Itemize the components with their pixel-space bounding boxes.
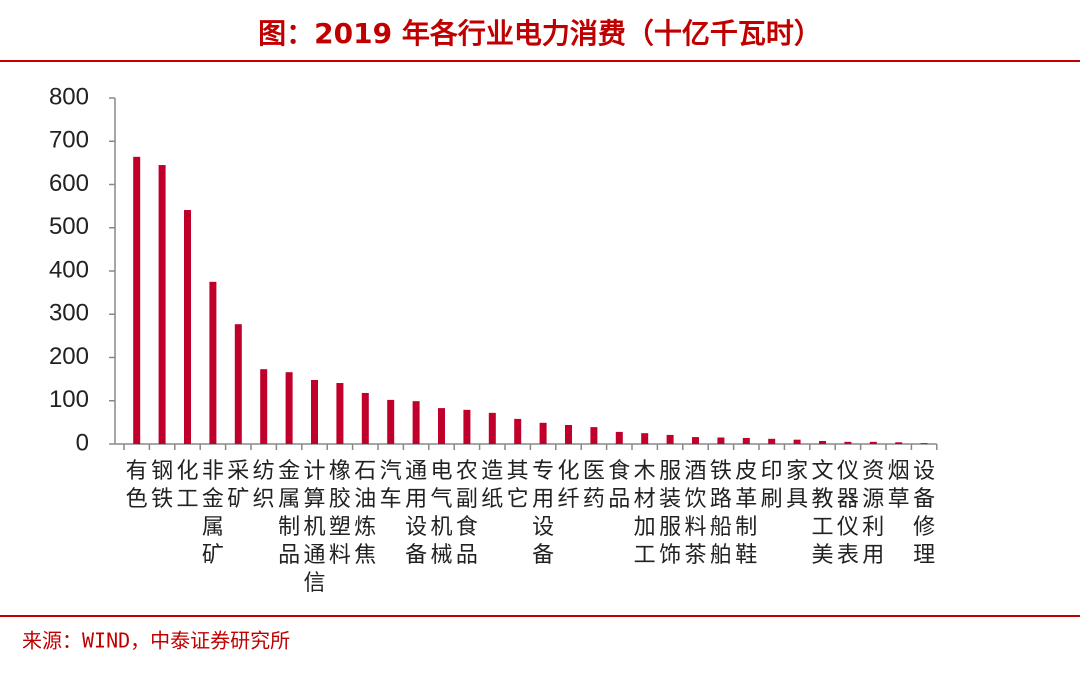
bar <box>793 439 801 444</box>
bar <box>768 438 776 444</box>
x-tick-label: 食品 <box>608 459 631 512</box>
x-tick-label: 橡胶塑料 <box>328 459 351 568</box>
bar <box>209 281 217 444</box>
x-tick-label: 汽车 <box>379 459 402 512</box>
y-tick-label: 500 <box>49 213 89 240</box>
chart-title: 图：2019 年各行业电力消费（十亿千瓦时） <box>258 17 822 50</box>
y-tick-label: 0 <box>76 429 89 456</box>
bar <box>361 392 369 444</box>
bar <box>463 409 471 444</box>
bar <box>539 422 547 444</box>
x-tick-label: 有色 <box>125 459 148 512</box>
bar <box>158 165 166 444</box>
x-tick-label: 农副食品 <box>455 459 478 568</box>
bar <box>819 440 826 444</box>
bar <box>920 443 928 444</box>
x-tick-label: 设备修理 <box>913 459 936 568</box>
x-tick-label: 通用设备 <box>405 459 428 568</box>
x-tick-label: 化纤 <box>557 459 580 512</box>
bar <box>565 424 572 444</box>
bar <box>234 324 242 444</box>
x-tick-label: 石油炼焦 <box>354 459 377 568</box>
bar <box>311 379 318 444</box>
bar <box>869 441 877 444</box>
bar <box>184 210 191 444</box>
bar <box>742 437 750 444</box>
x-tick-label: 仪器仪表 <box>836 459 859 568</box>
x-tick-label: 钢铁 <box>151 459 174 512</box>
y-tick-label: 100 <box>49 386 89 413</box>
y-tick-label: 800 <box>49 83 89 110</box>
x-tick-label: 木材加工 <box>633 459 656 568</box>
y-tick-label: 600 <box>49 170 89 197</box>
source: 来源：WIND，中泰证券研究所 <box>22 629 290 653</box>
bar <box>387 399 395 444</box>
x-tick-label: 造纸 <box>481 459 504 512</box>
x-tick-label: 资源利用 <box>862 459 885 568</box>
x-tick-label: 计算机通信 <box>303 459 326 596</box>
bar <box>844 441 852 444</box>
x-tick-label: 皮革制鞋 <box>735 459 758 568</box>
bar <box>336 383 344 444</box>
y-tick-label: 300 <box>49 300 89 327</box>
bar <box>641 433 649 444</box>
x-tick-label: 医药 <box>582 459 605 512</box>
bar <box>692 437 699 444</box>
x-tick-label: 金属制品 <box>278 459 301 568</box>
x-tick-label: 纺织 <box>252 459 275 512</box>
bar <box>412 401 420 444</box>
bar <box>615 431 623 444</box>
x-tick-label: 专用设备 <box>532 459 555 568</box>
bar <box>666 434 674 444</box>
x-tick-label: 电气机械 <box>430 459 453 568</box>
x-tick-label: 化工 <box>176 459 199 512</box>
x-tick-label: 服装服饰 <box>659 459 682 568</box>
bar <box>260 369 268 444</box>
x-tick-label: 采矿 <box>227 459 250 512</box>
y-tick-label: 400 <box>49 256 89 283</box>
y-tick-label: 200 <box>49 343 89 370</box>
x-tick-label: 文教工美 <box>811 459 834 568</box>
bar <box>717 437 725 444</box>
y-tick-label: 700 <box>49 127 89 154</box>
bar <box>514 418 522 444</box>
x-tick-label: 烟草 <box>887 459 910 512</box>
bar <box>488 412 496 444</box>
x-tick-label: 非金属矿 <box>201 459 224 568</box>
x-tick-label: 其它 <box>506 459 529 512</box>
x-tick-label: 铁路船舶 <box>709 459 732 568</box>
bar <box>438 408 445 444</box>
x-tick-label: 印刷 <box>760 459 783 512</box>
bar <box>133 156 141 444</box>
x-tick-label: 酒饮料茶 <box>684 459 707 568</box>
bar <box>285 372 293 444</box>
x-tick-label: 家具 <box>786 459 809 512</box>
bar <box>895 442 903 444</box>
bar <box>590 427 598 444</box>
